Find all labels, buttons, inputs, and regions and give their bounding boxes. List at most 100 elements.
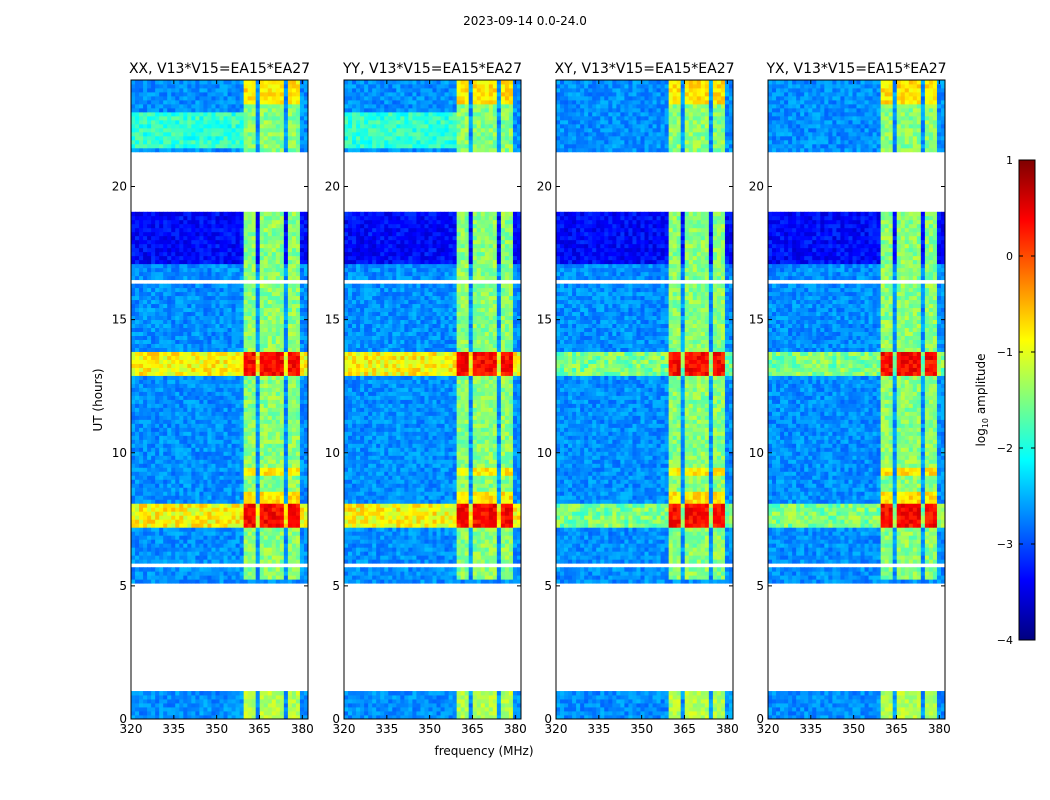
heatmap-cell bbox=[199, 475, 204, 480]
heatmap-cell bbox=[171, 439, 176, 444]
heatmap-cell bbox=[255, 579, 261, 584]
heatmap-cell bbox=[251, 311, 257, 317]
heatmap-cell bbox=[227, 715, 232, 720]
heatmap-cell bbox=[255, 703, 261, 708]
heatmap-cell bbox=[227, 139, 232, 145]
heatmap-cell bbox=[143, 215, 148, 221]
heatmap-cell bbox=[211, 715, 216, 720]
heatmap-cell bbox=[163, 455, 168, 460]
heatmap-cell bbox=[139, 383, 144, 388]
heatmap-cell bbox=[279, 295, 285, 301]
heatmap-cell bbox=[175, 515, 180, 520]
heatmap-cell bbox=[231, 715, 236, 720]
heatmap-cell bbox=[187, 467, 192, 472]
heatmap-cell bbox=[295, 475, 301, 480]
heatmap-cell bbox=[215, 271, 220, 277]
heatmap-cell bbox=[131, 523, 136, 528]
heatmap-cell bbox=[179, 259, 184, 265]
heatmap-cell bbox=[263, 495, 269, 500]
heatmap-cell bbox=[219, 335, 224, 340]
heatmap-cell bbox=[175, 379, 180, 384]
heatmap-cell bbox=[283, 243, 289, 249]
heatmap-cell bbox=[155, 491, 160, 496]
heatmap-cell bbox=[175, 707, 180, 712]
heatmap-cell bbox=[163, 219, 168, 225]
heatmap-cell bbox=[259, 463, 265, 468]
heatmap-cell bbox=[223, 267, 228, 273]
heatmap-cell bbox=[211, 127, 216, 133]
heatmap-cell bbox=[167, 427, 172, 432]
heatmap-cell bbox=[267, 519, 273, 524]
heatmap-cell bbox=[239, 559, 245, 564]
heatmap-cell bbox=[135, 359, 140, 364]
heatmap-cell bbox=[247, 443, 253, 448]
heatmap-cell bbox=[147, 287, 152, 293]
heatmap-cell bbox=[151, 111, 156, 117]
heatmap-cell bbox=[283, 99, 289, 105]
heatmap-cell bbox=[251, 247, 257, 253]
heatmap-cell bbox=[187, 519, 192, 524]
heatmap-cell bbox=[207, 375, 212, 380]
heatmap-cell bbox=[135, 219, 140, 225]
heatmap-cell bbox=[223, 575, 228, 580]
heatmap-cell bbox=[299, 439, 305, 444]
heatmap-cell bbox=[295, 103, 301, 109]
heatmap-cell bbox=[235, 291, 241, 297]
heatmap-cell bbox=[287, 127, 293, 133]
heatmap-cell bbox=[183, 483, 188, 488]
heatmap-cell bbox=[271, 531, 277, 536]
heatmap-cell bbox=[187, 515, 192, 520]
heatmap-cell bbox=[151, 387, 156, 392]
heatmap-cell bbox=[191, 311, 196, 317]
heatmap-cell bbox=[267, 443, 273, 448]
heatmap-cell bbox=[275, 91, 281, 97]
heatmap-cell bbox=[199, 499, 204, 504]
heatmap-cell bbox=[147, 147, 152, 153]
heatmap-cell bbox=[299, 371, 305, 376]
heatmap-cell bbox=[263, 223, 269, 229]
heatmap-cell bbox=[287, 531, 293, 536]
heatmap-cell bbox=[235, 427, 241, 432]
heatmap-cell bbox=[219, 551, 224, 556]
heatmap-cell bbox=[243, 287, 249, 293]
heatmap-cell bbox=[215, 127, 220, 133]
heatmap-cell bbox=[131, 147, 136, 153]
heatmap-cell bbox=[199, 339, 204, 344]
heatmap-cell bbox=[295, 543, 301, 548]
heatmap-cell bbox=[231, 263, 236, 269]
heatmap-cell bbox=[175, 403, 180, 408]
heatmap-cell bbox=[143, 443, 148, 448]
heatmap-cell bbox=[231, 463, 236, 468]
heatmap-cell bbox=[163, 447, 168, 452]
heatmap-cell bbox=[151, 247, 156, 253]
heatmap-cell bbox=[251, 467, 257, 472]
heatmap-cell bbox=[135, 451, 140, 456]
heatmap-cell bbox=[267, 275, 273, 281]
heatmap-cell bbox=[195, 443, 200, 448]
heatmap-cell bbox=[135, 267, 140, 273]
heatmap-cell bbox=[167, 287, 172, 293]
heatmap-cell bbox=[143, 703, 148, 708]
heatmap-cell bbox=[227, 335, 232, 340]
heatmap-cell bbox=[271, 439, 277, 444]
heatmap-cell bbox=[303, 391, 309, 396]
heatmap-cell bbox=[287, 291, 293, 297]
heatmap-cell bbox=[267, 327, 273, 332]
heatmap-cell bbox=[219, 523, 224, 528]
heatmap-cell bbox=[191, 483, 196, 488]
heatmap-cell bbox=[183, 447, 188, 452]
heatmap-cell bbox=[243, 543, 249, 548]
heatmap-cell bbox=[251, 339, 257, 344]
heatmap-cell bbox=[223, 383, 228, 388]
heatmap-cell bbox=[283, 531, 289, 536]
heatmap-cell bbox=[279, 375, 285, 380]
heatmap-cell bbox=[155, 299, 160, 305]
heatmap-cell bbox=[275, 147, 281, 153]
heatmap-cell bbox=[131, 463, 136, 468]
heatmap-cell bbox=[259, 287, 265, 293]
heatmap-cell bbox=[287, 703, 293, 708]
heatmap-cell bbox=[255, 535, 261, 540]
heatmap-cell bbox=[259, 711, 265, 716]
heatmap-cell bbox=[167, 359, 172, 364]
heatmap-cell bbox=[203, 475, 208, 480]
